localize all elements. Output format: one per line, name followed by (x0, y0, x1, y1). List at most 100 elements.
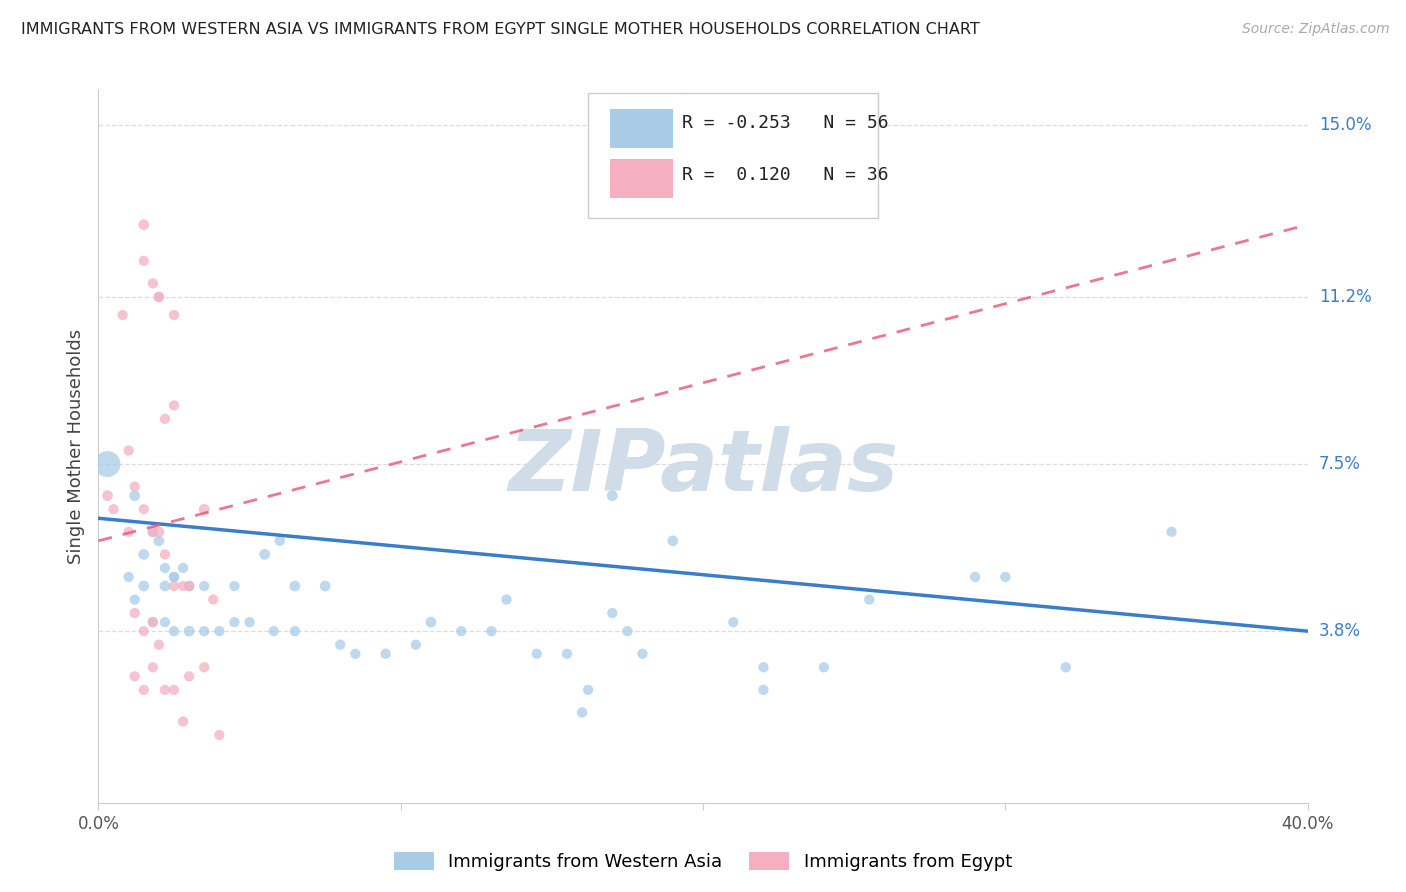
Point (179, 624, 201, 639)
Point (163, 682, 186, 697)
Point (420, 615, 443, 629)
Point (994, 570, 1017, 584)
Point (132, 218, 155, 232)
Point (193, 579, 215, 593)
Point (148, 524, 170, 539)
Point (142, 660, 165, 674)
Point (965, 570, 987, 584)
Point (96, 489, 118, 503)
Point (555, 647, 578, 661)
Point (153, 561, 176, 575)
Point (314, 579, 336, 593)
Text: 15.0%: 15.0% (1319, 116, 1371, 135)
Point (132, 548, 155, 562)
Point (571, 706, 593, 720)
Point (172, 714, 194, 729)
Point (132, 624, 155, 639)
Point (193, 502, 215, 516)
FancyBboxPatch shape (588, 93, 879, 218)
Point (208, 624, 231, 639)
Point (858, 592, 880, 607)
Point (661, 533, 683, 548)
Text: 7.5%: 7.5% (1319, 455, 1361, 473)
Point (374, 647, 396, 661)
Point (163, 398, 186, 412)
Point (118, 524, 141, 539)
Point (118, 443, 141, 458)
Point (193, 624, 215, 639)
Point (148, 290, 170, 304)
Point (153, 615, 176, 629)
Point (179, 579, 201, 593)
Point (239, 615, 262, 629)
Point (111, 308, 134, 322)
Point (153, 579, 176, 593)
Point (148, 290, 170, 304)
Point (172, 561, 194, 575)
Point (124, 480, 146, 494)
Point (193, 660, 215, 674)
Point (269, 533, 291, 548)
Y-axis label: Single Mother Households: Single Mother Households (66, 328, 84, 564)
Point (132, 253, 155, 268)
Point (813, 660, 835, 674)
Point (142, 524, 165, 539)
Point (96, 457, 118, 471)
Point (163, 308, 186, 322)
Point (172, 579, 194, 593)
Point (132, 502, 155, 516)
Point (224, 579, 246, 593)
Point (752, 682, 775, 697)
Point (616, 624, 638, 639)
Point (148, 533, 170, 548)
Point (202, 592, 225, 607)
Text: R =  0.120   N = 36: R = 0.120 N = 36 (682, 166, 889, 184)
Point (253, 548, 276, 562)
Point (752, 660, 775, 674)
Point (450, 624, 472, 639)
Point (153, 412, 176, 426)
Point (163, 570, 186, 584)
Point (148, 638, 170, 652)
Point (1054, 660, 1077, 674)
Point (124, 592, 146, 607)
Point (179, 579, 201, 593)
Point (153, 682, 176, 697)
Point (329, 638, 352, 652)
Point (179, 669, 201, 683)
Point (284, 579, 307, 593)
Point (163, 579, 186, 593)
Text: R = -0.253   N = 56: R = -0.253 N = 56 (682, 114, 889, 132)
Point (142, 524, 165, 539)
Point (602, 489, 624, 503)
Point (142, 277, 165, 291)
Point (163, 570, 186, 584)
Point (495, 592, 517, 607)
Point (526, 647, 548, 661)
Legend: Immigrants from Western Asia, Immigrants from Egypt: Immigrants from Western Asia, Immigrants… (387, 845, 1019, 879)
Point (263, 624, 285, 639)
Text: ZIPatlas: ZIPatlas (508, 425, 898, 509)
Bar (610, 159, 673, 198)
Text: 11.2%: 11.2% (1319, 288, 1371, 306)
Point (124, 669, 146, 683)
Point (631, 647, 654, 661)
Point (132, 682, 155, 697)
Point (344, 647, 367, 661)
Point (1160, 524, 1182, 539)
Point (723, 615, 745, 629)
Point (142, 615, 165, 629)
Text: 3.8%: 3.8% (1319, 623, 1361, 640)
Point (405, 638, 427, 652)
Point (118, 570, 141, 584)
Point (224, 615, 246, 629)
Point (284, 624, 307, 639)
Point (153, 548, 176, 562)
Point (124, 489, 146, 503)
Point (103, 502, 125, 516)
Text: Source: ZipAtlas.com: Source: ZipAtlas.com (1241, 22, 1389, 37)
Point (602, 606, 624, 620)
Point (481, 624, 503, 639)
Point (142, 615, 165, 629)
Point (132, 579, 155, 593)
